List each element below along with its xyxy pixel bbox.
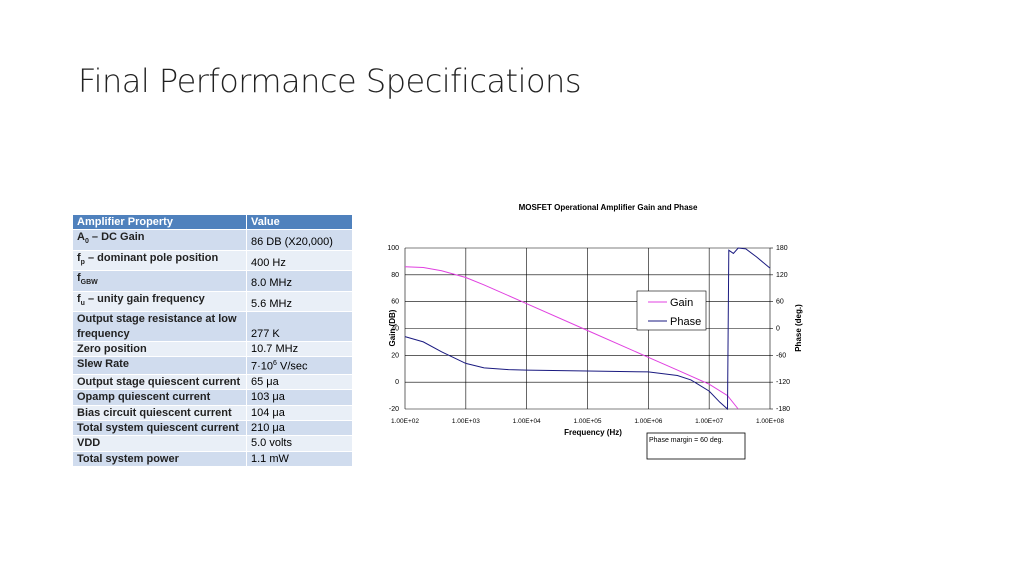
- slide-title: Final Performance Specifications: [78, 62, 582, 100]
- x-tick-label: 1.00E+08: [756, 418, 784, 425]
- cell-text: – DC Gain: [88, 231, 145, 244]
- table-row: Zero position 10.7 MHz: [72, 340, 353, 358]
- cell-text: GBW: [80, 279, 98, 287]
- y-tick-label: 80: [391, 272, 399, 279]
- y2-tick-label: -120: [776, 379, 790, 386]
- legend-label: Phase: [670, 316, 701, 328]
- spec-table: Amplifier Property Value A0 – DC Gain 86 …: [72, 213, 353, 467]
- table-cell: 1.1 mW: [246, 450, 353, 467]
- table-cell: 277 K: [246, 311, 353, 342]
- table-row: A0 – DC Gain 86 DB (X20,000): [72, 229, 353, 251]
- y2-tick-label: 180: [776, 245, 788, 252]
- y-tick-label: 0: [395, 379, 399, 386]
- x-tick-label: 1.00E+03: [452, 418, 480, 425]
- x-axis-label: Frequency (Hz): [564, 428, 622, 437]
- y2-tick-label: 60: [776, 299, 784, 306]
- y-tick-label: 20: [391, 352, 399, 359]
- x-tick-label: 1.00E+06: [634, 418, 662, 425]
- table-cell: 8.0 MHz: [246, 270, 353, 292]
- y-tick-label: 60: [391, 299, 399, 306]
- table-cell: 5.0 volts: [246, 435, 353, 452]
- header-row: Amplifier Property Value: [72, 213, 353, 231]
- cell-text: 7·10: [251, 360, 274, 373]
- series-line: [404, 247, 771, 411]
- table-cell: VDD: [72, 435, 247, 452]
- y2-tick-label: -60: [776, 352, 786, 359]
- table-row: VDD 5.0 volts: [72, 435, 353, 452]
- table-cell: Output stage quiescent current: [72, 374, 247, 391]
- y2-axis-label: Phase (deg.): [794, 304, 803, 352]
- cell-text: f: [77, 272, 81, 285]
- cell-text: 6: [273, 360, 277, 368]
- x-tick-label: 1.00E+05: [573, 418, 601, 425]
- legend-box: [636, 290, 707, 331]
- annotation: Phase margin = 60 deg.: [649, 437, 724, 444]
- cell-text: p: [80, 258, 85, 266]
- table-cell: Bias circuit quiescent current: [72, 404, 247, 421]
- table-cell: Output stage resistance at low frequency: [72, 311, 247, 342]
- y-axis-label: Gain (DB): [388, 309, 397, 346]
- table-row: Slew Rate 7·106 V/sec: [72, 356, 353, 376]
- table-cell: Total system quiescent current: [72, 419, 247, 437]
- table-cell: fp – dominant pole position: [72, 249, 247, 272]
- table-cell: fu – unity gain frequency: [72, 290, 247, 313]
- table-row: fp – dominant pole position 400 Hz: [72, 249, 353, 272]
- table-cell: Zero position: [72, 340, 247, 358]
- y2-tick-label: 120: [776, 272, 788, 279]
- chart-title: MOSFET Operational Amplifier Gain and Ph…: [519, 203, 698, 212]
- table-cell: 400 Hz: [246, 249, 353, 272]
- cell-text: f: [77, 251, 81, 264]
- table-cell: 10.7 MHz: [246, 340, 353, 358]
- cell-text: V/sec: [276, 360, 308, 373]
- table-cell: 86 DB (X20,000): [246, 229, 353, 251]
- y-tick-label: 100: [387, 245, 399, 252]
- table-row: fu – unity gain frequency 5.6 MHz: [72, 290, 353, 313]
- table-body: A0 – DC Gain 86 DB (X20,000) fp – dominant…: [72, 229, 353, 467]
- legend-label: Gain: [670, 297, 693, 309]
- cell-text: f: [77, 292, 81, 305]
- table-cell: Total system power: [72, 450, 247, 467]
- table-cell: 5.6 MHz: [246, 290, 353, 313]
- x-tick-label: 1.00E+04: [513, 418, 541, 425]
- table-row: Output stage resistance at low frequency…: [72, 311, 353, 342]
- y-tick-label: 40: [391, 326, 399, 333]
- header-cell: Value: [246, 213, 353, 231]
- y2-tick-label: -180: [776, 406, 790, 413]
- table-cell: 103 μa: [246, 389, 353, 406]
- cell-text: – dominant pole position: [84, 251, 219, 264]
- cell-text: u: [80, 299, 85, 307]
- annotation-box: [646, 432, 746, 460]
- table-cell: 210 μa: [246, 419, 353, 437]
- table-row: Total system quiescent current 210 μa: [72, 419, 353, 437]
- table-row: Total system power 1.1 mW: [72, 450, 353, 467]
- cell-text: – unity gain frequency: [84, 292, 205, 305]
- table-row: Opamp quiescent current 103 μa: [72, 389, 353, 406]
- series-line: [404, 266, 739, 410]
- cell-text: 0: [84, 238, 89, 246]
- y-tick-label: -20: [389, 406, 399, 413]
- table-cell: Slew Rate: [72, 356, 247, 376]
- x-tick-label: 1.00E+07: [695, 418, 723, 425]
- y2-tick-label: 0: [776, 326, 780, 333]
- cell-text: A: [77, 231, 85, 244]
- table-cell: Opamp quiescent current: [72, 389, 247, 406]
- x-tick-label: 1.00E+02: [391, 418, 419, 425]
